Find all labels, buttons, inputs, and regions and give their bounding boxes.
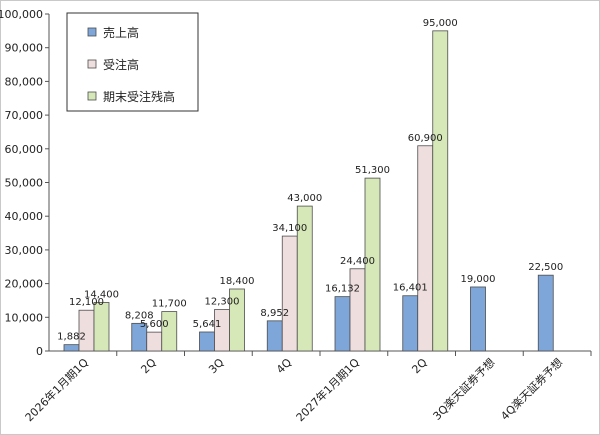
data-label: 60,900 [408,133,443,144]
data-label: 5,641 [193,319,222,330]
y-tick-label: 30,000 [5,244,44,257]
y-tick-label: 80,000 [5,75,44,88]
y-tick-label: 50,000 [5,177,44,190]
bar-orders [146,331,163,352]
y-tick-label: 70,000 [5,109,44,122]
data-label: 24,400 [340,256,375,267]
data-label: 16,401 [393,283,428,294]
bar-orders [349,268,366,352]
data-label: 18,400 [220,276,255,287]
legend-label: 受注高 [103,57,139,72]
y-tick-label: 20,000 [5,278,44,291]
bar-orders [78,309,95,352]
data-label: 19,000 [461,274,496,285]
data-label: 1,882 [57,332,86,343]
bar-sales [266,320,283,352]
bar-sales [199,331,215,352]
bar-backlog [296,205,313,352]
legend-swatch [87,91,97,101]
data-label: 43,000 [287,193,322,204]
y-tick-label: 0 [36,345,43,358]
y-tick-label: 90,000 [5,42,44,55]
bar-orders [417,145,434,352]
bar-orders [214,309,230,352]
data-label: 51,300 [355,165,390,176]
data-label: 22,500 [528,262,563,273]
data-label: 12,300 [205,297,240,308]
y-tick-label: 60,000 [5,143,44,156]
data-label: 95,000 [423,18,458,29]
legend-swatch [87,59,97,69]
data-label: 8,952 [260,308,289,319]
y-tick-label: 40,000 [5,210,44,223]
bar-backlog [229,288,245,352]
bar-sales [63,344,80,352]
data-label: 16,132 [325,284,360,295]
x-category-label: 2026年1月期1Q [22,355,91,424]
data-label: 8,208 [125,310,154,321]
data-label: 5,600 [140,319,169,330]
y-tick-label: 100,000 [0,8,43,21]
data-label: 14,400 [84,289,119,300]
data-label: 34,100 [272,223,307,234]
bar-sales [470,286,486,352]
bars [63,30,554,352]
data-label: 12,100 [69,297,104,308]
y-tick-label: 10,000 [5,311,44,324]
bar-backlog [161,311,178,352]
x-category-label: 4Q [274,356,295,377]
data-label: 11,700 [152,299,187,310]
x-category-label: 2027年1月期1Q [293,355,362,424]
bar-backlog [93,302,110,352]
legend-label: 期末受注残高 [103,89,175,104]
bar-backlog [364,177,381,352]
bar-sales [402,295,419,352]
x-category-label: 4Q楽天証券予想 [498,355,566,423]
legend-label: 売上高 [103,25,139,40]
bar-backlog [432,30,449,352]
x-category-label: 2Q [138,356,159,377]
bar-sales [537,274,554,352]
bar-orders [281,235,298,352]
x-category-label: 3Q [206,356,227,377]
legend-swatch [87,27,97,37]
x-category-label: 2Q [409,356,430,377]
x-category-label: 3Q楽天証券予想 [430,355,498,423]
bar-sales [334,296,351,352]
